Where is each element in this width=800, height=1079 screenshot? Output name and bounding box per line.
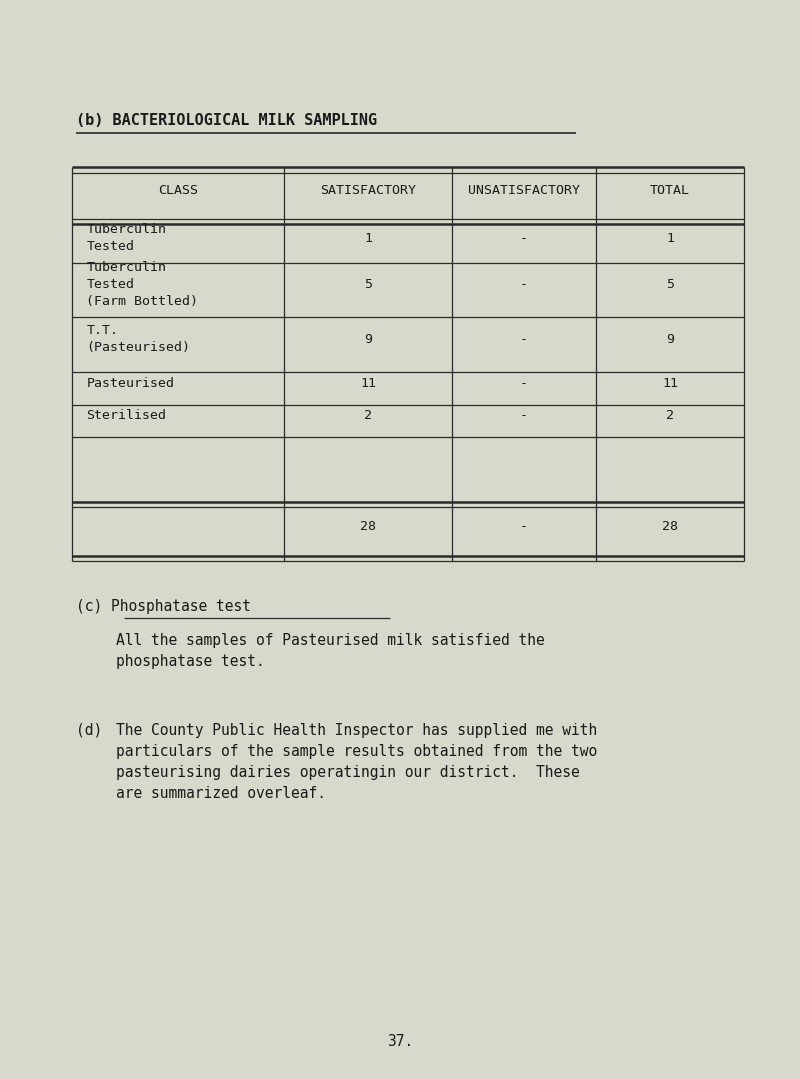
Text: 28: 28 [662, 520, 678, 533]
Text: 5: 5 [666, 278, 674, 291]
Text: 11: 11 [360, 377, 376, 390]
Text: SATISFACTORY: SATISFACTORY [320, 183, 416, 197]
Text: 11: 11 [662, 377, 678, 390]
Text: 1: 1 [364, 232, 372, 245]
Text: Tuberculin
Tested: Tuberculin Tested [86, 223, 166, 254]
Text: CLASS: CLASS [158, 183, 198, 197]
Text: UNSATISFACTORY: UNSATISFACTORY [468, 183, 580, 197]
Text: All the samples of Pasteurised milk satisfied the
phosphatase test.: All the samples of Pasteurised milk sati… [116, 633, 545, 669]
Text: 28: 28 [360, 520, 376, 533]
Text: -: - [520, 520, 528, 533]
Text: Pasteurised: Pasteurised [86, 377, 174, 390]
Text: -: - [520, 409, 528, 422]
Text: TOTAL: TOTAL [650, 183, 690, 197]
Text: (d): (d) [76, 723, 102, 738]
Text: -: - [520, 377, 528, 390]
Text: Tuberculin
Tested
(Farm Bottled): Tuberculin Tested (Farm Bottled) [86, 261, 198, 309]
Text: 9: 9 [364, 332, 372, 346]
Text: -: - [520, 232, 528, 245]
Text: 9: 9 [666, 332, 674, 346]
Text: 2: 2 [364, 409, 372, 422]
Text: 1: 1 [666, 232, 674, 245]
Text: -: - [520, 278, 528, 291]
Text: 2: 2 [666, 409, 674, 422]
Text: -: - [520, 332, 528, 346]
Text: The County Public Health Inspector has supplied me with
particulars of the sampl: The County Public Health Inspector has s… [116, 723, 598, 801]
Text: (c) Phosphatase test: (c) Phosphatase test [76, 599, 251, 614]
Text: Sterilised: Sterilised [86, 409, 166, 422]
Text: (b) BACTERIOLOGICAL MILK SAMPLING: (b) BACTERIOLOGICAL MILK SAMPLING [76, 113, 377, 128]
Text: 37.: 37. [387, 1034, 413, 1049]
Text: T.T.
(Pasteurised): T.T. (Pasteurised) [86, 325, 190, 354]
Text: 5: 5 [364, 278, 372, 291]
